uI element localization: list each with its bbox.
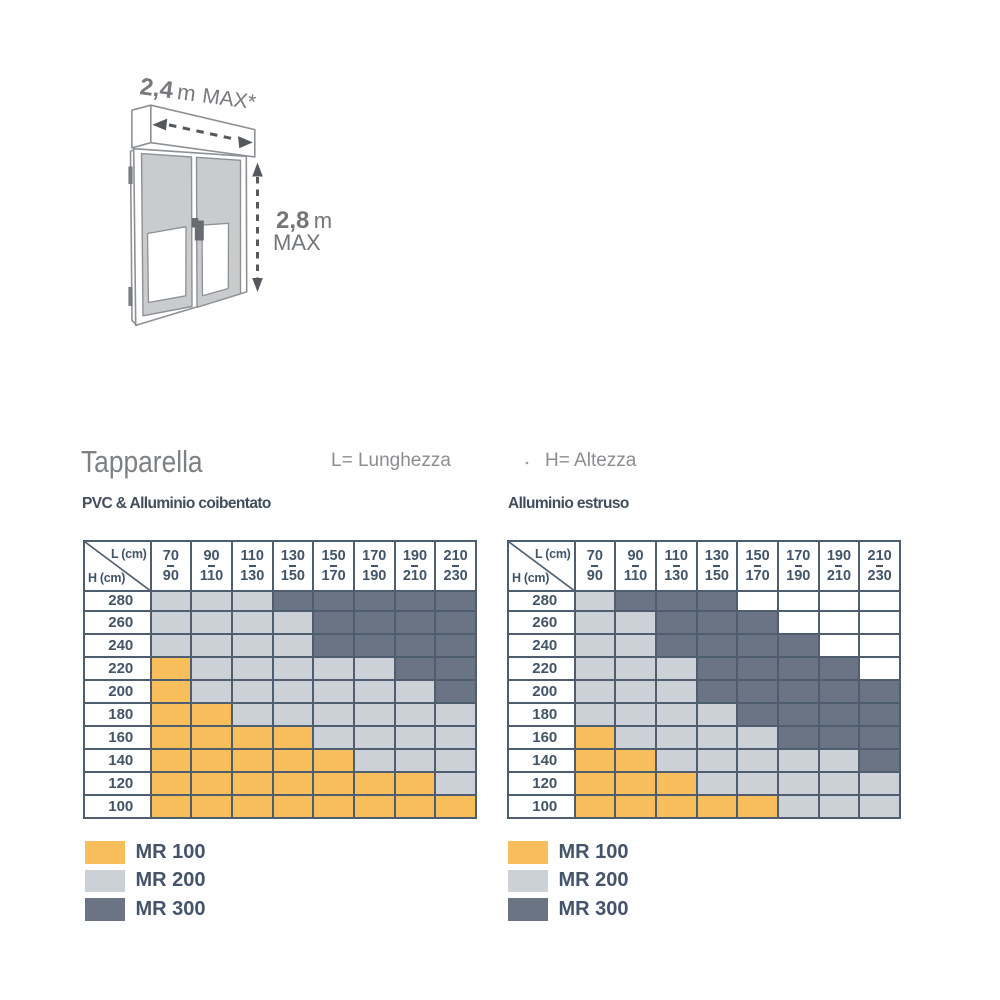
- svg-text:2,8 m: 2,8 m: [276, 207, 332, 234]
- svg-text:MAX: MAX: [273, 230, 321, 255]
